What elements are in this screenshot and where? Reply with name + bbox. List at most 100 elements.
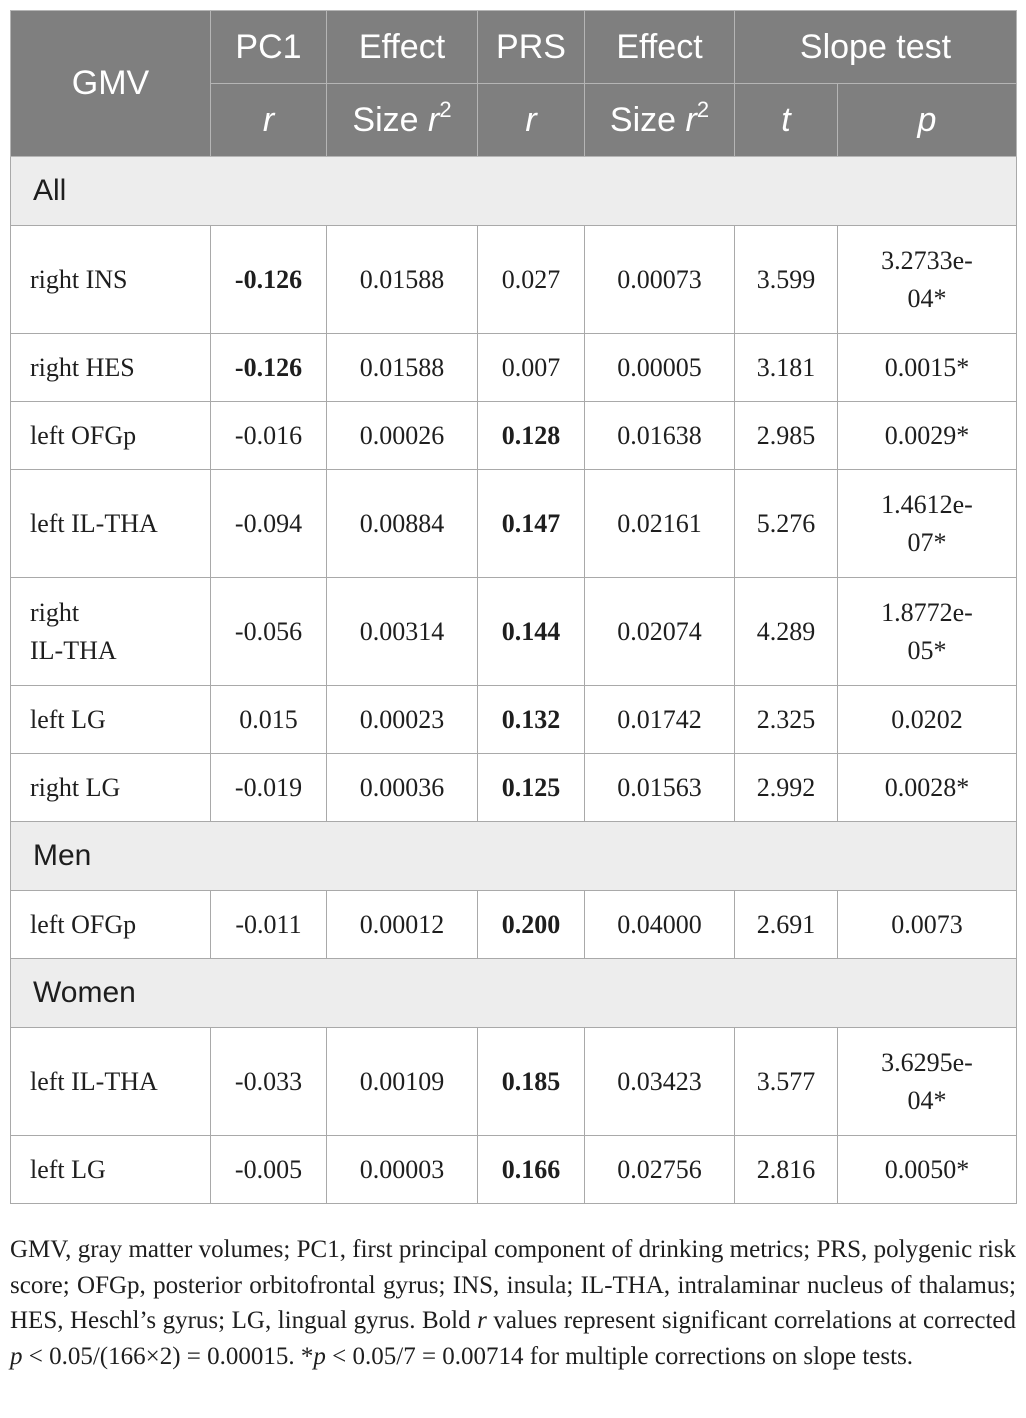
footnote-r: r bbox=[477, 1307, 487, 1334]
p-value: 3.6295e- bbox=[881, 1047, 973, 1077]
header-size-1: Size r2 bbox=[326, 83, 478, 157]
cell-slope-t: 2.985 bbox=[734, 401, 838, 470]
cell-pc1-r: 0.015 bbox=[210, 685, 327, 754]
section-row: All bbox=[10, 156, 1017, 226]
cell-slope-t: 2.992 bbox=[734, 753, 838, 822]
header-size-2: Size r2 bbox=[584, 83, 735, 157]
cell-pc1-r: -0.126 bbox=[210, 225, 327, 334]
header-p: p bbox=[837, 83, 1017, 157]
cell-prs-effect-size: 0.01563 bbox=[584, 753, 735, 822]
section-row: Women bbox=[10, 958, 1017, 1028]
p-value: 3.2733e- bbox=[881, 245, 973, 275]
region-label: left OFGp bbox=[30, 909, 137, 939]
p-value-line2: 05* bbox=[907, 635, 947, 665]
p-value: 1.4612e- bbox=[881, 489, 973, 519]
cell-prs-effect-size: 0.02161 bbox=[584, 469, 735, 578]
cell-pc1-r: -0.005 bbox=[210, 1135, 327, 1204]
cell-prs-r: 0.128 bbox=[477, 401, 585, 470]
p-value: 0.0029* bbox=[884, 420, 970, 450]
cell-prs-r: 0.147 bbox=[477, 469, 585, 578]
cell-slope-p: 0.0050* bbox=[837, 1135, 1017, 1204]
cell-gmv-region: left OFGp bbox=[10, 401, 211, 470]
header-t: t bbox=[734, 83, 838, 157]
cell-prs-r: 0.200 bbox=[477, 890, 585, 959]
cell-prs-effect-size: 0.04000 bbox=[584, 890, 735, 959]
cell-pc1-effect-size: 0.00884 bbox=[326, 469, 478, 578]
cell-pc1-effect-size: 0.00003 bbox=[326, 1135, 478, 1204]
section-label: Men bbox=[10, 821, 1017, 891]
cell-gmv-region: right HES bbox=[10, 333, 211, 402]
header-size-2-r: r bbox=[685, 100, 697, 139]
region-label-line2: IL-THA bbox=[30, 635, 117, 665]
cell-pc1-effect-size: 0.00026 bbox=[326, 401, 478, 470]
footnote-part4: < 0.05/7 = 0.00714 for multiple correcti… bbox=[325, 1342, 914, 1370]
region-label: left OFGp bbox=[30, 420, 137, 450]
table-row: right IL-THA -0.056 0.00314 0.144 0.02074 4.28… bbox=[10, 577, 1017, 686]
header-size-2-exp: 2 bbox=[696, 96, 710, 122]
table-row: right INS -0.126 0.01588 0.027 0.00073 3.599 3… bbox=[10, 225, 1017, 334]
cell-slope-p: 3.6295e- 04* bbox=[837, 1027, 1017, 1136]
header-prs: PRS bbox=[477, 10, 585, 84]
cell-prs-r: 0.185 bbox=[477, 1027, 585, 1136]
cell-gmv-region: right LG bbox=[10, 753, 211, 822]
section-row: Men bbox=[10, 821, 1017, 891]
cell-gmv-region: right INS bbox=[10, 225, 211, 334]
header-size-1-exp: 2 bbox=[439, 96, 452, 122]
cell-pc1-r: -0.016 bbox=[210, 401, 327, 470]
cell-prs-effect-size: 0.02756 bbox=[584, 1135, 735, 1204]
cell-slope-t: 3.577 bbox=[734, 1027, 838, 1136]
cell-gmv-region: left LG bbox=[10, 1135, 211, 1204]
cell-slope-p: 0.0015* bbox=[837, 333, 1017, 402]
table-body: All right INS -0.126 0.01588 0.027 0.00073 3.5… bbox=[10, 156, 1017, 1204]
region-label: right INS bbox=[30, 264, 128, 294]
table-row: left OFGp -0.011 0.00012 0.200 0.04000 2.691 0… bbox=[10, 890, 1017, 959]
cell-slope-p: 1.8772e- 05* bbox=[837, 577, 1017, 686]
p-value-line2: 04* bbox=[907, 1085, 947, 1115]
table-footnote: GMV, gray matter volumes; PC1, first pri… bbox=[10, 1232, 1016, 1374]
header-prs-r: r bbox=[477, 83, 585, 157]
cell-prs-r: 0.027 bbox=[477, 225, 585, 334]
cell-gmv-region: left OFGp bbox=[10, 890, 211, 959]
header-effect-1: Effect bbox=[326, 10, 478, 84]
cell-prs-effect-size: 0.02074 bbox=[584, 577, 735, 686]
p-value: 0.0050* bbox=[884, 1154, 970, 1184]
cell-pc1-r: -0.056 bbox=[210, 577, 327, 686]
cell-pc1-effect-size: 0.01588 bbox=[326, 333, 478, 402]
cell-pc1-effect-size: 0.00314 bbox=[326, 577, 478, 686]
cell-prs-r: 0.007 bbox=[477, 333, 585, 402]
table-header: GMV PC1 Effect PRS Effect Slope test r S… bbox=[10, 10, 1017, 157]
cell-gmv-region: left IL-THA bbox=[10, 469, 211, 578]
cell-slope-t: 5.276 bbox=[734, 469, 838, 578]
cell-prs-effect-size: 0.01742 bbox=[584, 685, 735, 754]
region-label: left IL-THA bbox=[30, 508, 158, 538]
region-label: right HES bbox=[30, 352, 135, 382]
table-row: left OFGp -0.016 0.00026 0.128 0.01638 2.985 0… bbox=[10, 401, 1017, 470]
cell-pc1-r: -0.019 bbox=[210, 753, 327, 822]
cell-pc1-effect-size: 0.00023 bbox=[326, 685, 478, 754]
footnote-part3: < 0.05/(166×2) = 0.00015. * bbox=[22, 1342, 314, 1370]
header-effect-2: Effect bbox=[584, 10, 735, 84]
cell-pc1-effect-size: 0.00109 bbox=[326, 1027, 478, 1136]
section-label: All bbox=[10, 156, 1017, 226]
cell-gmv-region: right IL-THA bbox=[10, 577, 211, 686]
cell-slope-t: 2.691 bbox=[734, 890, 838, 959]
results-table-container: GMV PC1 Effect PRS Effect Slope test r S… bbox=[10, 10, 1017, 1204]
cell-prs-r: 0.132 bbox=[477, 685, 585, 754]
cell-gmv-region: left LG bbox=[10, 685, 211, 754]
p-value-line2: 04* bbox=[907, 283, 947, 313]
cell-slope-t: 2.816 bbox=[734, 1135, 838, 1204]
cell-pc1-effect-size: 0.01588 bbox=[326, 225, 478, 334]
cell-pc1-r: -0.011 bbox=[210, 890, 327, 959]
table-row: right LG -0.019 0.00036 0.125 0.01563 2.992 0.… bbox=[10, 753, 1017, 822]
cell-prs-effect-size: 0.03423 bbox=[584, 1027, 735, 1136]
footnote-p2: p bbox=[313, 1342, 326, 1370]
table-row: left IL-THA -0.033 0.00109 0.185 0.03423 3.57… bbox=[10, 1027, 1017, 1136]
cell-pc1-effect-size: 0.00012 bbox=[326, 890, 478, 959]
section-label: Women bbox=[10, 958, 1017, 1028]
cell-pc1-r: -0.094 bbox=[210, 469, 327, 578]
cell-slope-p: 0.0202 bbox=[837, 685, 1017, 754]
header-pc1: PC1 bbox=[210, 10, 327, 84]
table-row: left LG -0.005 0.00003 0.166 0.02756 2.816 0.0… bbox=[10, 1135, 1017, 1204]
table-row: left LG 0.015 0.00023 0.132 0.01742 2.325 0.02… bbox=[10, 685, 1017, 754]
cell-slope-p: 0.0073 bbox=[837, 890, 1017, 959]
